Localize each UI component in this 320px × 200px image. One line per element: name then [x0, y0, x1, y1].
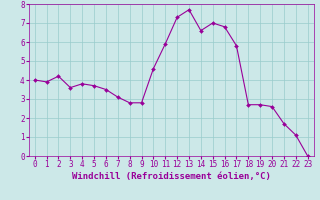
- X-axis label: Windchill (Refroidissement éolien,°C): Windchill (Refroidissement éolien,°C): [72, 172, 271, 181]
